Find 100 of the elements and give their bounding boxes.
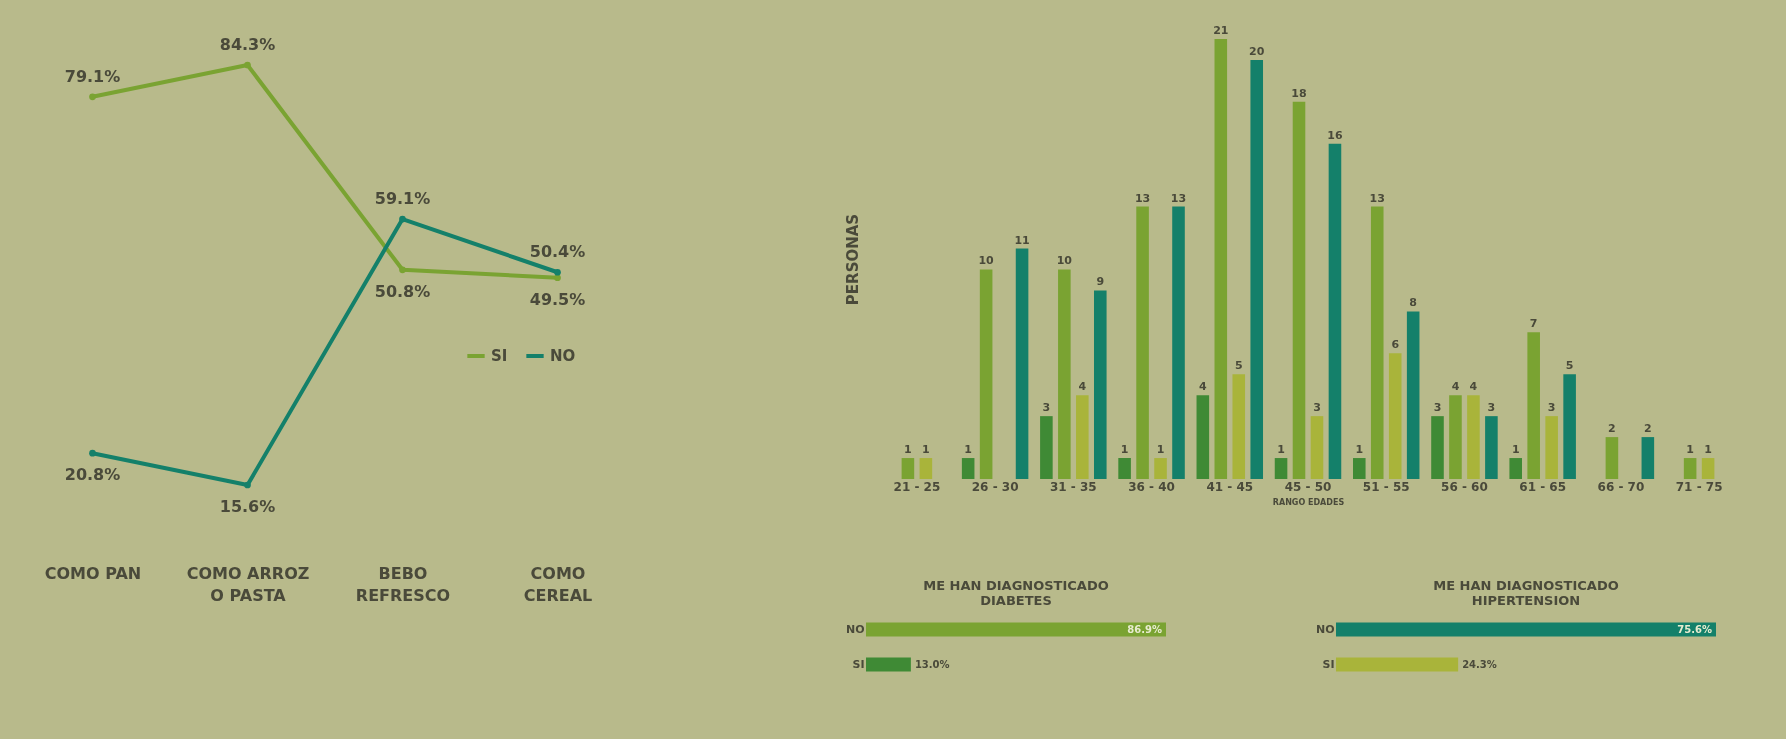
data-label: 1	[904, 443, 912, 457]
data-label: 13	[1170, 191, 1187, 205]
data-label: 9	[1096, 275, 1105, 289]
bar	[1058, 269, 1071, 479]
data-label: 1	[1511, 443, 1520, 457]
bar	[1232, 374, 1246, 479]
point	[399, 266, 406, 274]
bar	[901, 458, 915, 479]
x-tick-label: COMO ARROZ O PASTA	[186, 563, 310, 605]
bar	[1605, 437, 1619, 479]
bar	[1136, 206, 1149, 479]
data-label: 20	[1249, 44, 1265, 58]
data-label: 1	[922, 443, 930, 457]
data-label: 11	[1014, 233, 1030, 247]
bar	[919, 458, 933, 479]
data-label: 1	[1120, 443, 1129, 457]
data-label: 59.1%	[374, 189, 431, 209]
data-label: 2	[1644, 422, 1652, 436]
x-tick-label: 31 - 35	[1049, 479, 1097, 494]
bar	[1310, 416, 1324, 479]
x-tick-label: 56 - 60	[1441, 479, 1488, 494]
x-axis-title: RANGO EDADES	[1272, 497, 1345, 507]
data-label: 84.3%	[219, 35, 276, 54]
bar	[1449, 395, 1462, 479]
bar	[1154, 458, 1167, 479]
x-tick-label: 26 - 30	[971, 479, 1019, 494]
data-label: 6	[1391, 338, 1400, 352]
x-tick-label: 61 - 65	[1519, 479, 1567, 494]
bar	[1485, 416, 1498, 479]
bar	[1641, 437, 1655, 479]
bar	[1196, 395, 1210, 479]
bar	[961, 458, 975, 479]
data-label: 24.3%	[1462, 658, 1497, 670]
data-label: 3	[1433, 401, 1442, 415]
point	[244, 61, 251, 69]
point	[89, 93, 96, 101]
bar	[1509, 458, 1522, 479]
data-label: 18	[1291, 86, 1307, 100]
x-tick-label: COMO PAN	[44, 563, 142, 583]
data-label: 4	[1451, 380, 1460, 394]
x-tick-label: COMO CEREAL	[523, 563, 593, 605]
data-label: 75.6%	[1677, 623, 1712, 635]
data-label: 2	[1608, 422, 1616, 436]
data-label: 50.8%	[374, 281, 431, 301]
data-label: 3	[1547, 401, 1556, 415]
data-label: 1	[964, 443, 972, 457]
data-label: 86.9%	[1127, 623, 1162, 635]
bar	[1094, 290, 1107, 479]
data-label: 7	[1529, 317, 1538, 331]
bar	[1015, 248, 1029, 479]
x-tick-label: 36 - 40	[1128, 479, 1175, 494]
x-tick-label: 71 - 75	[1675, 479, 1723, 494]
data-label: 4	[1078, 380, 1087, 394]
bar	[1352, 458, 1366, 479]
bar	[1431, 416, 1444, 479]
chart-title: ME HAN DIAGNOSTICADO HIPERTENSION	[1433, 578, 1619, 608]
data-label: 49.5%	[529, 289, 586, 309]
bar	[1250, 59, 1264, 479]
bar	[1328, 143, 1342, 479]
bar	[1527, 332, 1540, 479]
bar	[1701, 458, 1715, 479]
bar	[1388, 353, 1402, 479]
data-label: 13	[1369, 191, 1385, 205]
data-label: 16	[1327, 128, 1343, 142]
y-axis-title: PERSONAS	[843, 213, 862, 306]
data-label: 1	[1355, 443, 1364, 457]
x-tick-label: 51 - 55	[1362, 479, 1410, 494]
data-label: 15.6%	[219, 497, 276, 516]
data-label: 10	[1056, 254, 1073, 268]
bar	[1683, 458, 1697, 479]
x-tick-label: 21 - 25	[893, 479, 941, 494]
bar	[1274, 458, 1288, 479]
x-tick-label: 41 - 45	[1206, 479, 1254, 494]
bar	[979, 269, 993, 479]
data-label: 21	[1213, 24, 1229, 37]
bar	[1172, 206, 1185, 479]
data-label: 10	[978, 254, 995, 268]
point	[89, 449, 96, 457]
data-label: 20.8%	[64, 465, 121, 485]
x-tick-label: BEBO REFRESCO	[355, 563, 451, 605]
data-label: 1	[1156, 443, 1165, 457]
chart-title: ME HAN DIAGNOSTICADO DIABETES	[923, 578, 1109, 608]
x-tick-label: 66 - 70	[1597, 479, 1645, 494]
bar	[1406, 311, 1420, 479]
data-label: 3	[1313, 401, 1321, 415]
point	[244, 481, 251, 489]
data-label: 13	[1134, 191, 1151, 205]
x-tick-label: 45 - 50	[1284, 479, 1332, 494]
data-label: 3	[1042, 401, 1051, 415]
bar	[1370, 206, 1384, 479]
data-label: 50.4%	[529, 242, 586, 262]
data-label: 8	[1409, 296, 1418, 310]
bar	[1118, 458, 1131, 479]
bar	[1214, 39, 1228, 479]
data-label: 1	[1704, 443, 1712, 457]
data-label: 1	[1277, 443, 1285, 457]
bar	[1040, 416, 1053, 479]
data-label: 1	[1686, 443, 1694, 457]
bar	[1545, 416, 1558, 479]
bar	[1563, 374, 1576, 479]
